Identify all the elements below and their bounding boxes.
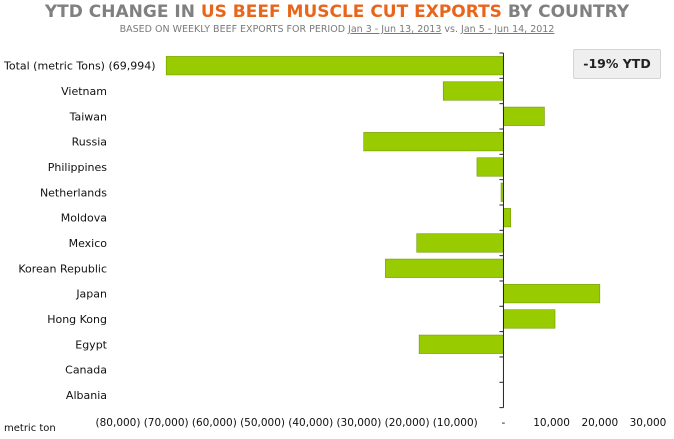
bar-korean-republic	[385, 258, 504, 278]
bar-philippines	[476, 157, 504, 177]
x-tick-label: (50,000)	[240, 417, 285, 429]
x-tick-label: (40,000)	[288, 417, 333, 429]
bar-moldova	[503, 208, 511, 228]
category-label-philippines: Philippines	[48, 161, 108, 174]
category-label-taiwan: Taiwan	[69, 110, 107, 123]
x-tick-label: (10,000)	[433, 417, 478, 429]
bar-hong-kong	[503, 309, 556, 329]
x-tick-label: (70,000)	[144, 417, 189, 429]
category-label-japan: Japan	[75, 288, 107, 301]
category-label-mexico: Mexico	[69, 237, 108, 250]
x-tick-label: (80,000)	[96, 417, 141, 429]
category-label-egypt: Egypt	[75, 338, 107, 351]
subtitle-period-2012: Jan 5 - Jun 14, 2012	[461, 24, 555, 35]
x-tick-label: (60,000)	[192, 417, 237, 429]
category-label-moldova: Moldova	[61, 212, 107, 225]
category-label-canada: Canada	[65, 364, 107, 377]
x-tick-label: (20,000)	[385, 417, 430, 429]
bar-egypt	[418, 334, 504, 354]
category-label-netherlands: Netherlands	[40, 186, 107, 199]
category-label-russia: Russia	[72, 136, 107, 149]
chart-subtitle: BASED ON WEEKLY BEEF EXPORTS FOR PERIOD …	[0, 24, 674, 35]
bar-mexico	[416, 233, 504, 253]
x-axis-unit-label: metric ton	[4, 423, 56, 434]
bar-russia	[363, 132, 504, 152]
title-suffix: BY COUNTRY	[501, 2, 630, 22]
bar-vietnam	[442, 81, 504, 101]
bar-taiwan	[503, 106, 545, 126]
title-prefix: YTD CHANGE IN	[44, 2, 201, 22]
x-tick-label: 10,000	[533, 417, 570, 429]
bar-total	[165, 56, 504, 76]
bar-japan	[503, 284, 601, 304]
subtitle-vs: vs.	[441, 24, 462, 35]
category-label-vietnam: Vietnam	[61, 85, 107, 98]
category-label-total: Total (metric Tons) (69,994)	[3, 60, 156, 73]
category-label-korean-republic: Korean Republic	[18, 262, 107, 275]
category-label-hong-kong: Hong Kong	[47, 313, 107, 326]
x-tick-label: -	[502, 417, 506, 429]
x-tick-label: (30,000)	[336, 417, 381, 429]
subtitle-period-2013: Jan 3 - Jun 13, 2013	[348, 24, 442, 35]
category-label-albania: Albania	[66, 389, 107, 402]
x-tick-label: 30,000	[630, 417, 667, 429]
x-tick-label: 20,000	[581, 417, 618, 429]
chart-title: YTD CHANGE IN US BEEF MUSCLE CUT EXPORTS…	[0, 2, 674, 22]
title-highlight: US BEEF MUSCLE CUT EXPORTS	[200, 2, 502, 22]
ytd-change-badge: -19% YTD	[573, 49, 661, 79]
subtitle-prefix: BASED ON WEEKLY BEEF EXPORTS FOR PERIOD	[119, 24, 349, 35]
